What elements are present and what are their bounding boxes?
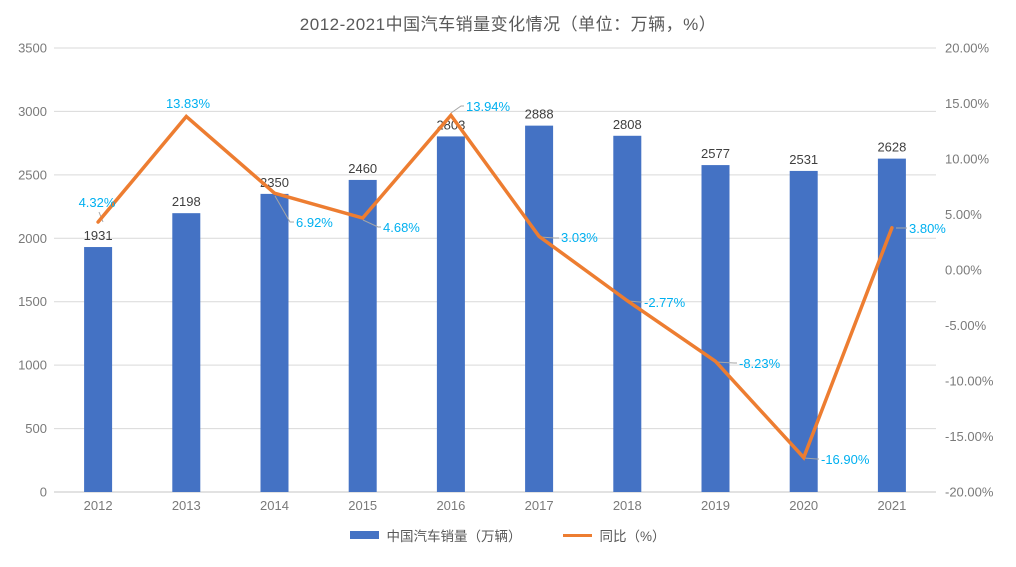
line-value-label: 13.94% bbox=[466, 99, 511, 114]
bar-value-label: 2198 bbox=[172, 194, 201, 209]
left-axis-tick-label: 2000 bbox=[18, 231, 47, 246]
bar bbox=[877, 158, 906, 492]
x-axis-category-label: 2018 bbox=[613, 498, 642, 513]
x-axis-category-label: 2021 bbox=[877, 498, 906, 513]
left-axis-tick-label: 2500 bbox=[18, 167, 47, 182]
x-axis-category-label: 2016 bbox=[436, 498, 465, 513]
bar-value-label: 2888 bbox=[525, 107, 554, 122]
x-axis-category-label: 2020 bbox=[789, 498, 818, 513]
bar-value-label: 2577 bbox=[701, 146, 730, 161]
bar bbox=[260, 193, 289, 492]
data-label-leader-line bbox=[274, 195, 294, 223]
right-axis-tick-label: 0.00% bbox=[945, 263, 982, 278]
left-axis-tick-label: 500 bbox=[25, 421, 47, 436]
right-axis-tick-label: 15.00% bbox=[945, 96, 990, 111]
right-axis-tick-label: -10.00% bbox=[945, 374, 994, 389]
right-axis-tick-label: 10.00% bbox=[945, 152, 990, 167]
left-axis-tick-label: 1500 bbox=[18, 294, 47, 309]
data-label-leader-line bbox=[539, 236, 559, 239]
bar bbox=[84, 247, 113, 492]
bar bbox=[701, 165, 730, 492]
legend-label-sales: 中国汽车销量（万辆） bbox=[386, 529, 522, 544]
line-value-label: 3.80% bbox=[909, 221, 946, 236]
right-axis-tick-label: 20.00% bbox=[945, 41, 990, 56]
bar-series-swatch-icon bbox=[350, 531, 380, 539]
data-label-leader-line bbox=[450, 105, 464, 114]
bar bbox=[613, 135, 642, 492]
x-axis-category-label: 2017 bbox=[525, 498, 554, 513]
data-label-leader-line bbox=[803, 457, 819, 460]
line-value-label: -2.77% bbox=[644, 295, 686, 310]
x-axis-category-label: 2015 bbox=[348, 498, 377, 513]
line-value-label: 4.68% bbox=[383, 220, 420, 235]
line-value-label: -8.23% bbox=[739, 356, 781, 371]
line-series-swatch-icon bbox=[563, 533, 593, 537]
bar bbox=[525, 125, 554, 493]
bar-value-label: 2460 bbox=[348, 161, 377, 176]
x-axis-category-label: 2012 bbox=[84, 498, 113, 513]
left-axis-tick-label: 3000 bbox=[18, 104, 47, 119]
left-axis-tick-label: 0 bbox=[40, 485, 47, 500]
line-value-label: 13.83% bbox=[166, 96, 211, 111]
left-axis-tick-label: 1000 bbox=[18, 358, 47, 373]
line-value-label: 4.32% bbox=[79, 195, 116, 210]
x-axis-category-label: 2013 bbox=[172, 498, 201, 513]
data-label-leader-line bbox=[362, 219, 381, 228]
data-label-leader-line bbox=[627, 300, 642, 303]
left-axis-tick-label: 3500 bbox=[18, 41, 47, 56]
x-axis-category-label: 2014 bbox=[260, 498, 289, 513]
line-value-label: 6.92% bbox=[296, 215, 333, 230]
bar bbox=[789, 170, 818, 493]
right-axis-tick-label: -20.00% bbox=[945, 485, 994, 500]
legend-label-yoy: 同比（%） bbox=[599, 529, 666, 544]
data-label-leader-line bbox=[715, 361, 737, 364]
line-value-label: -16.90% bbox=[821, 452, 870, 467]
line-value-label: 3.03% bbox=[561, 230, 598, 245]
legend-item-sales: 中国汽车销量（万辆） bbox=[350, 525, 521, 545]
legend-item-yoy: 同比（%） bbox=[563, 525, 666, 545]
chart-title: 2012-2021中国汽车销量变化情况（单位：万辆，%） bbox=[299, 15, 717, 34]
bar bbox=[172, 213, 201, 492]
bar bbox=[436, 136, 465, 492]
right-axis-tick-label: 5.00% bbox=[945, 207, 982, 222]
bar-value-label: 1931 bbox=[84, 228, 113, 243]
yoy-line bbox=[96, 112, 894, 461]
right-axis-tick-label: -15.00% bbox=[945, 429, 994, 444]
right-axis-tick-label: -5.00% bbox=[945, 318, 987, 333]
x-axis-category-label: 2019 bbox=[701, 498, 730, 513]
bar bbox=[348, 179, 377, 492]
bar-value-label: 2628 bbox=[877, 140, 906, 155]
legend: 中国汽车销量（万辆） 同比（%） bbox=[0, 525, 1016, 545]
bar-value-label: 2808 bbox=[613, 117, 642, 132]
bar-value-label: 2531 bbox=[789, 152, 818, 167]
